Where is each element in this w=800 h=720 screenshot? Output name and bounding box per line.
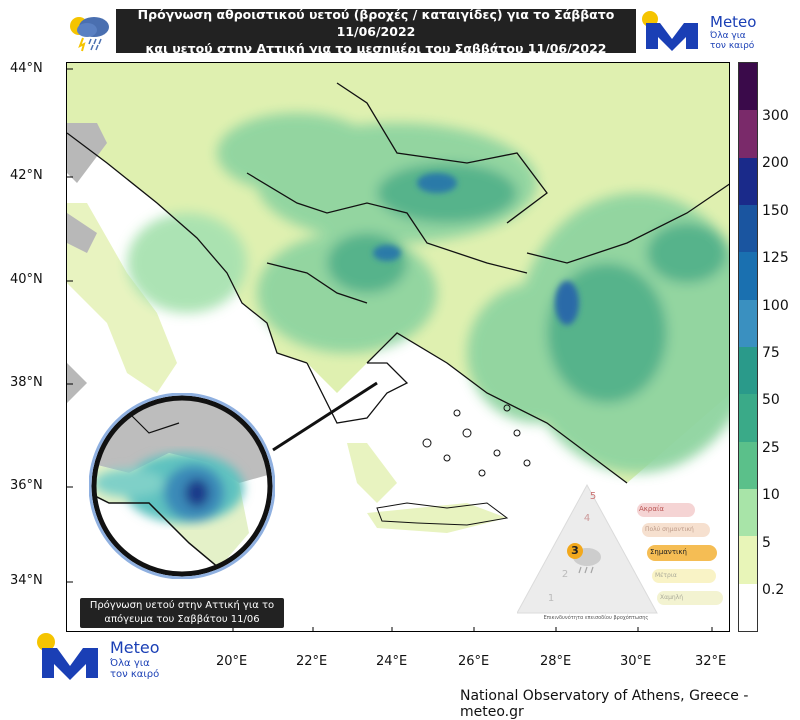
legend-label-150: 150 bbox=[762, 203, 789, 219]
credit-text: National Observatory of Athens, Greece -… bbox=[460, 688, 749, 720]
lon-label-32: 32°E bbox=[695, 654, 727, 669]
legend-swatch bbox=[739, 157, 757, 205]
legend-label-50: 50 bbox=[762, 392, 780, 408]
level-2: 2 bbox=[561, 569, 569, 580]
map-title: Πρόγνωση αθροιστικού υετού (βροχές / κατ… bbox=[116, 6, 636, 56]
bottom-slogan-2: τον καιρό bbox=[110, 669, 160, 680]
legend-swatch bbox=[739, 536, 757, 584]
lon-label-22: 22°E bbox=[296, 654, 328, 669]
rain-cloud-icon bbox=[66, 9, 114, 53]
legend-label-10: 10 bbox=[762, 487, 780, 503]
legend-label-300: 300 bbox=[762, 108, 789, 124]
legend-swatch bbox=[739, 63, 757, 111]
label-low: Χαμηλή bbox=[660, 594, 684, 601]
legend-label-25: 25 bbox=[762, 440, 780, 456]
caption-line-1: Πρόγνωση υετού στην Αττική για το bbox=[89, 600, 275, 611]
level-4: 4 bbox=[583, 513, 591, 524]
rainfall-hazard-scale: 5 4 3 2 1 Ακραία Πολύ σημαντική Σημαντικ… bbox=[516, 483, 725, 623]
legend-label-200: 200 bbox=[762, 155, 789, 171]
legend-swatch bbox=[739, 583, 757, 631]
legend-label-75: 75 bbox=[762, 345, 780, 361]
legend-swatch bbox=[739, 394, 757, 442]
bottom-brand-name: Meteo bbox=[110, 638, 160, 657]
caption-line-2: απόγευμα του Σαββάτου 11/06 bbox=[104, 614, 260, 625]
legend-swatch bbox=[739, 441, 757, 489]
legend-label-5: 5 bbox=[762, 535, 771, 551]
lon-label-24: 24°E bbox=[376, 654, 408, 669]
legend-swatch bbox=[739, 488, 757, 537]
label-moderate: Μέτρια bbox=[655, 572, 677, 579]
lat-label-44: 44°N bbox=[10, 61, 43, 76]
meteo-logo-bottom: Meteo Όλα για τον καιρό bbox=[36, 632, 176, 682]
inset-caption: Πρόγνωση υετού στην Αττική για το απόγευ… bbox=[80, 598, 284, 628]
legend-swatch bbox=[739, 299, 757, 347]
brand-slogan-1: Όλα για bbox=[710, 31, 746, 41]
title-line-2: και υετού στην Αττική για το μεσημέρι το… bbox=[145, 40, 607, 56]
label-significant: Σημαντική bbox=[650, 548, 687, 556]
meteo-logo: Meteo Όλα για τον καιρό bbox=[640, 9, 758, 53]
lat-label-40: 40°N bbox=[10, 272, 43, 287]
lat-label-36: 36°N bbox=[10, 478, 43, 493]
bottom-slogan-1: Όλα για bbox=[110, 658, 150, 669]
legend-label-100: 100 bbox=[762, 298, 789, 314]
legend-swatch bbox=[739, 346, 757, 395]
precipitation-map: 5 4 3 2 1 Ακραία Πολύ σημαντική Σημαντικ… bbox=[66, 62, 730, 632]
legend-swatch bbox=[739, 110, 757, 158]
title-line-1: Πρόγνωση αθροιστικού υετού (βροχές / κατ… bbox=[137, 6, 615, 39]
lat-label-38: 38°N bbox=[10, 375, 43, 390]
legend-swatch bbox=[739, 252, 757, 300]
legend-label-125: 125 bbox=[762, 250, 789, 266]
level-3: 3 bbox=[567, 543, 583, 559]
label-extreme: Ακραία bbox=[639, 505, 664, 513]
lon-label-26: 26°E bbox=[458, 654, 490, 669]
brand-name: Meteo bbox=[710, 13, 757, 31]
label-very-significant: Πολύ σημαντική bbox=[645, 526, 694, 533]
scale-footer: Επικινδυνότητα επεισοδίου βροχόπτωσης bbox=[543, 615, 649, 621]
level-1: 1 bbox=[547, 593, 555, 604]
lon-label-20: 20°E bbox=[216, 654, 248, 669]
precip-legend-bar bbox=[738, 62, 758, 632]
legend-swatch bbox=[739, 204, 757, 253]
lon-label-30: 30°E bbox=[620, 654, 652, 669]
attica-inset bbox=[88, 392, 276, 580]
level-5: 5 bbox=[589, 491, 597, 502]
lon-label-28: 28°E bbox=[540, 654, 572, 669]
brand-slogan-2: τον καιρό bbox=[710, 41, 755, 51]
lat-label-34: 34°N bbox=[10, 573, 43, 588]
lat-label-42: 42°N bbox=[10, 168, 43, 183]
legend-label-0-2: 0.2 bbox=[762, 582, 785, 598]
